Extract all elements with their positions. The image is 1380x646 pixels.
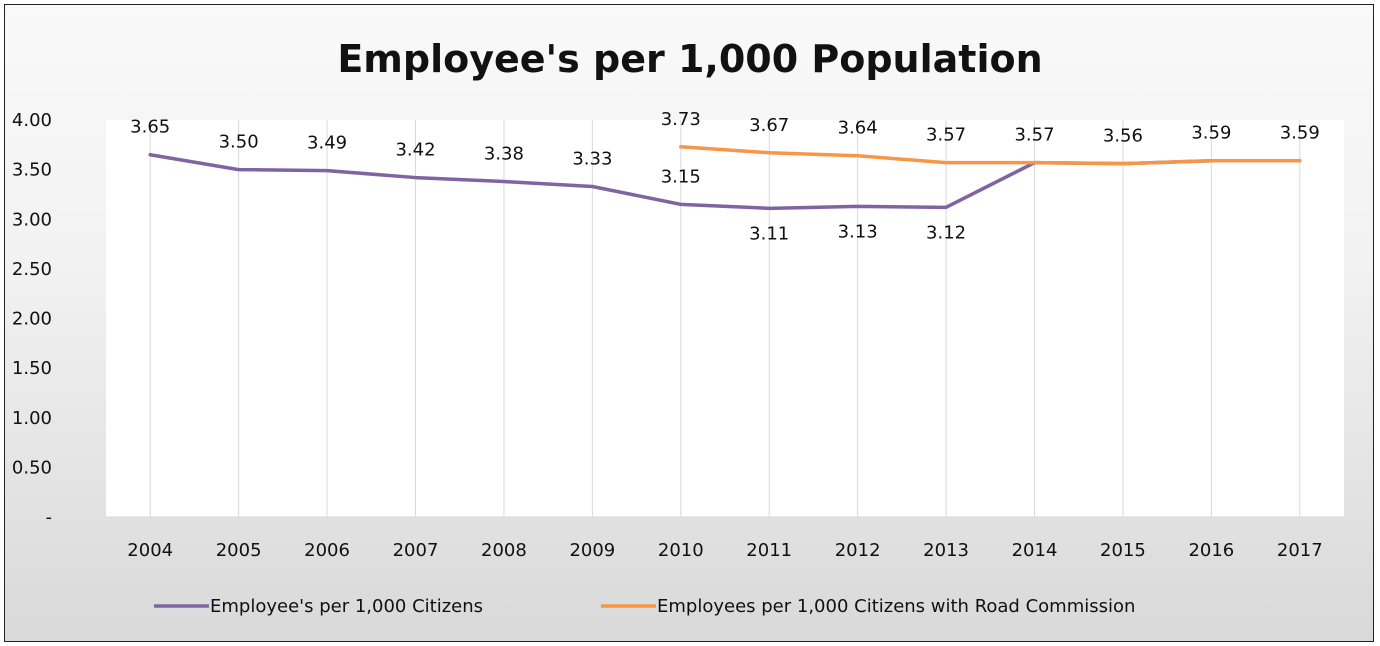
x-tick-label: 2014 [1012,540,1058,561]
y-tick-label: 1.00 [12,408,52,429]
y-tick-label: 0.50 [12,457,52,478]
y-tick-label: 4.00 [12,110,52,131]
grid-lines [149,120,1301,517]
data-label: 3.11 [749,223,789,244]
y-tick-label: 3.00 [12,209,52,230]
data-label: 3.42 [395,140,435,161]
data-label: 3.56 [1103,126,1143,147]
legend: Employee's per 1,000 Citizens Employees p… [154,596,1135,617]
y-tick-label: - [46,507,53,528]
x-tick-label: 2012 [835,540,881,561]
y-axis: - 0.50 1.00 1.50 2.00 2.50 3.00 3.50 4.00 [12,110,52,528]
data-label: 3.64 [838,118,878,139]
data-label: 3.67 [749,115,789,136]
legend-label-1: Employee's per 1,000 Citizens [210,596,483,617]
x-tick-label: 2015 [1100,540,1146,561]
x-tick-label: 2008 [481,540,527,561]
x-tick-label: 2011 [746,540,792,561]
legend-label-2: Employees per 1,000 Citizens with Road C… [657,596,1135,617]
data-label: 3.73 [661,109,701,130]
x-tick-label: 2007 [393,540,439,561]
data-label: 3.57 [1014,125,1054,146]
series-line-2 [679,145,1302,166]
x-tick-label: 2004 [127,540,173,561]
data-label: 3.33 [572,148,612,169]
x-tick-label: 2016 [1188,540,1234,561]
x-tick-label: 2005 [216,540,262,561]
y-tick-label: 2.00 [12,309,52,330]
data-label: 3.50 [219,132,259,153]
plot-area [106,120,1344,517]
data-label: 3.65 [130,117,170,138]
x-axis-ticks: 2004 2005 2006 2007 2008 2009 2010 2011 2012 2013… [127,540,1322,561]
data-label: 3.59 [1280,123,1320,144]
data-label: 3.57 [926,125,966,146]
y-tick-label: 2.50 [12,259,52,280]
chart-title: Employee's per 1,000 Population [337,37,1042,81]
data-label: 3.12 [926,222,966,243]
data-label: 3.49 [307,133,347,154]
y-tick-label: 3.50 [12,160,52,181]
x-tick-label: 2013 [923,540,969,561]
data-label: 3.38 [484,144,524,165]
data-label: 3.59 [1191,123,1231,144]
x-tick-label: 2010 [658,540,704,561]
x-tick-label: 2006 [304,540,350,561]
x-tick-label: 2017 [1277,540,1323,561]
series-lines [148,145,1302,211]
data-label: 3.15 [661,166,701,187]
data-labels: 3.65 3.50 3.49 3.42 3.38 3.33 3.15 3.11 3.13 3.12… [130,109,1320,245]
y-tick-label: 1.50 [12,358,52,379]
x-tick-label: 2009 [569,540,615,561]
data-label: 3.13 [838,221,878,242]
